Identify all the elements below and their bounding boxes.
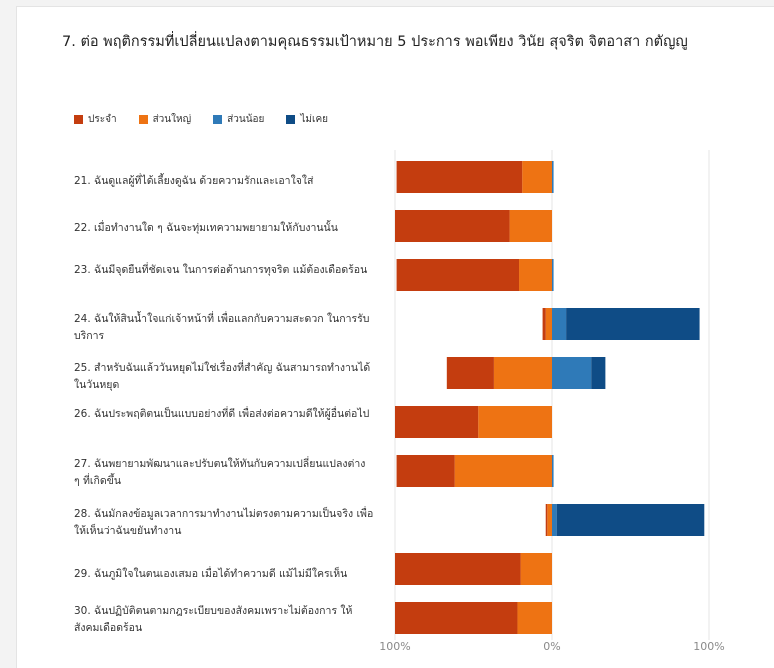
legend-swatch-seldom bbox=[213, 115, 223, 124]
legend-swatch-mostly bbox=[138, 115, 148, 124]
bar-segment bbox=[547, 504, 552, 536]
axis-tick-label: 100% bbox=[693, 640, 724, 653]
bar-segment bbox=[552, 455, 554, 487]
bar-segment bbox=[509, 210, 552, 242]
legend-swatch-never bbox=[286, 115, 296, 124]
category-label: 28. ฉันมักลงข้อมูลเวลาการมาทำงานไม่ตรงตา… bbox=[74, 508, 374, 537]
legend-label: ส่วนน้อย bbox=[227, 114, 265, 125]
bar-segment bbox=[552, 357, 592, 389]
category-label: 23. ฉันมีจุดยืนที่ชัดเจน ในการต่อต้านการ… bbox=[74, 264, 368, 276]
legend-swatch-always bbox=[74, 115, 83, 124]
bar-segment bbox=[395, 210, 510, 242]
legend-item: ส่วนใหญ่ bbox=[138, 112, 192, 127]
category-label: 27. ฉันพยายามพัฒนาและปรับตนให้ทันกับความ… bbox=[74, 458, 366, 487]
legend-label: ไม่เคย bbox=[300, 114, 328, 125]
bar-segment bbox=[446, 357, 494, 389]
legend-label: ประจำ bbox=[88, 114, 117, 125]
axis-tick-label: 0% bbox=[543, 640, 560, 653]
bar-segment bbox=[454, 455, 552, 487]
bar-segment bbox=[556, 504, 705, 536]
category-label: 25. สำหรับฉันแล้ววันหยุดไม่ใช่เรื่องที่ส… bbox=[74, 362, 371, 391]
category-label: 21. ฉันดูแลผู้ที่ได้เลี้ยงดูฉัน ด้วยความ… bbox=[74, 175, 314, 187]
legend-label: ส่วนใหญ่ bbox=[152, 114, 192, 125]
bar-segment bbox=[396, 259, 520, 291]
bar-segment bbox=[493, 357, 552, 389]
bar-segment bbox=[519, 259, 552, 291]
bar-segment bbox=[552, 161, 554, 193]
bar-segment bbox=[395, 553, 521, 585]
category-label: 29. ฉันภูมิใจในตนเองเสมอ เมื่อได้ทำความด… bbox=[74, 568, 348, 580]
legend-item: ประจำ bbox=[74, 112, 117, 127]
bar-segment bbox=[545, 308, 552, 340]
bar-segment bbox=[545, 504, 548, 536]
bar-segment bbox=[542, 308, 546, 340]
legend: ประจำ ส่วนใหญ่ ส่วนน้อย ไม่เคย bbox=[74, 112, 328, 127]
bar-segment bbox=[395, 406, 479, 438]
legend-item: ส่วนน้อย bbox=[213, 112, 264, 127]
bar-segment bbox=[478, 406, 552, 438]
chart-title: 7. ต่อ พฤติกรรมที่เปลี่ยนแปลงตามคุณธรรมเ… bbox=[62, 34, 688, 50]
bar-segment bbox=[552, 504, 557, 536]
bar-segment bbox=[520, 553, 552, 585]
bar-segment bbox=[552, 308, 567, 340]
bar-segment bbox=[552, 259, 554, 291]
category-label: 24. ฉันให้สินน้ำใจแก่เจ้าหน้าที่ เพื่อแล… bbox=[74, 313, 370, 342]
bar-segment bbox=[566, 308, 700, 340]
bar-segment bbox=[396, 455, 455, 487]
category-label: 30. ฉันปฏิบัติตนตามกฎระเบียบของสังคมเพรา… bbox=[74, 605, 353, 634]
bar-segment bbox=[591, 357, 606, 389]
bar-segment bbox=[395, 602, 518, 634]
bar-segment bbox=[396, 161, 523, 193]
category-label: 26. ฉันประพฤติตนเป็นแบบอย่างที่ดี เพื่อส… bbox=[74, 408, 370, 420]
category-label: 22. เมื่อทำงานใด ๆ ฉันจะทุ่มเทความพยายาม… bbox=[74, 222, 338, 234]
axis-tick-label: 100% bbox=[379, 640, 410, 653]
bar-segment bbox=[517, 602, 552, 634]
legend-item: ไม่เคย bbox=[286, 112, 328, 127]
bar-segment bbox=[522, 161, 552, 193]
